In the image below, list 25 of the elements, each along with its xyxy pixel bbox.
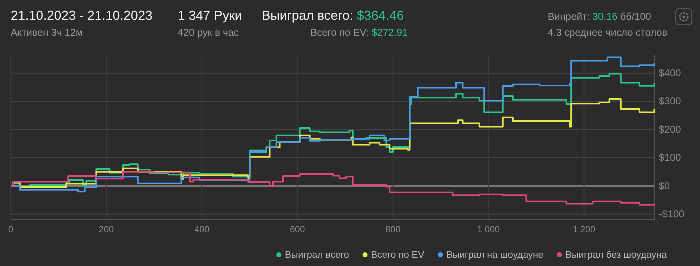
y-tick-label: $200 [659,124,682,136]
x-tick-label: 1 000 [477,224,500,234]
chart-title: 21.10.2023 - 21.10.2023 [11,8,153,23]
chart-subtitle: Активен 3ч 12м [11,28,84,39]
y-tick-label: $300 [659,96,682,108]
legend-label: Выиграл без шоудауна [566,250,668,261]
x-tick-label: 0 [8,224,14,234]
legend-label: Выиграл всего [285,250,350,261]
y-tick-label: $0 [659,181,671,192]
text: Всего по EV: $272.91 [310,28,408,39]
y-tick-label: -$100 [659,210,686,221]
text: Выиграл всего: $364.46 [262,8,404,23]
x-tick-label: 600 [290,224,306,234]
x-tick-label: 400 [194,224,210,234]
x-tick-label: 200 [99,224,114,234]
y-tick-label: $100 [659,153,682,164]
text: 4.3 среднее число столов [548,28,668,39]
text: 420 рук в час [178,28,239,39]
text: 1 347 Руки [178,8,242,23]
legend-label: Всего по EV [371,250,426,261]
text: Винрейт: 30.16 бб/100 [548,12,652,23]
x-tick-label: 800 [386,224,401,234]
legend-label: Выиграл на шоудауне [446,250,544,261]
x-tick-label: 1 200 [573,224,596,234]
y-tick-label: $400 [659,68,682,80]
